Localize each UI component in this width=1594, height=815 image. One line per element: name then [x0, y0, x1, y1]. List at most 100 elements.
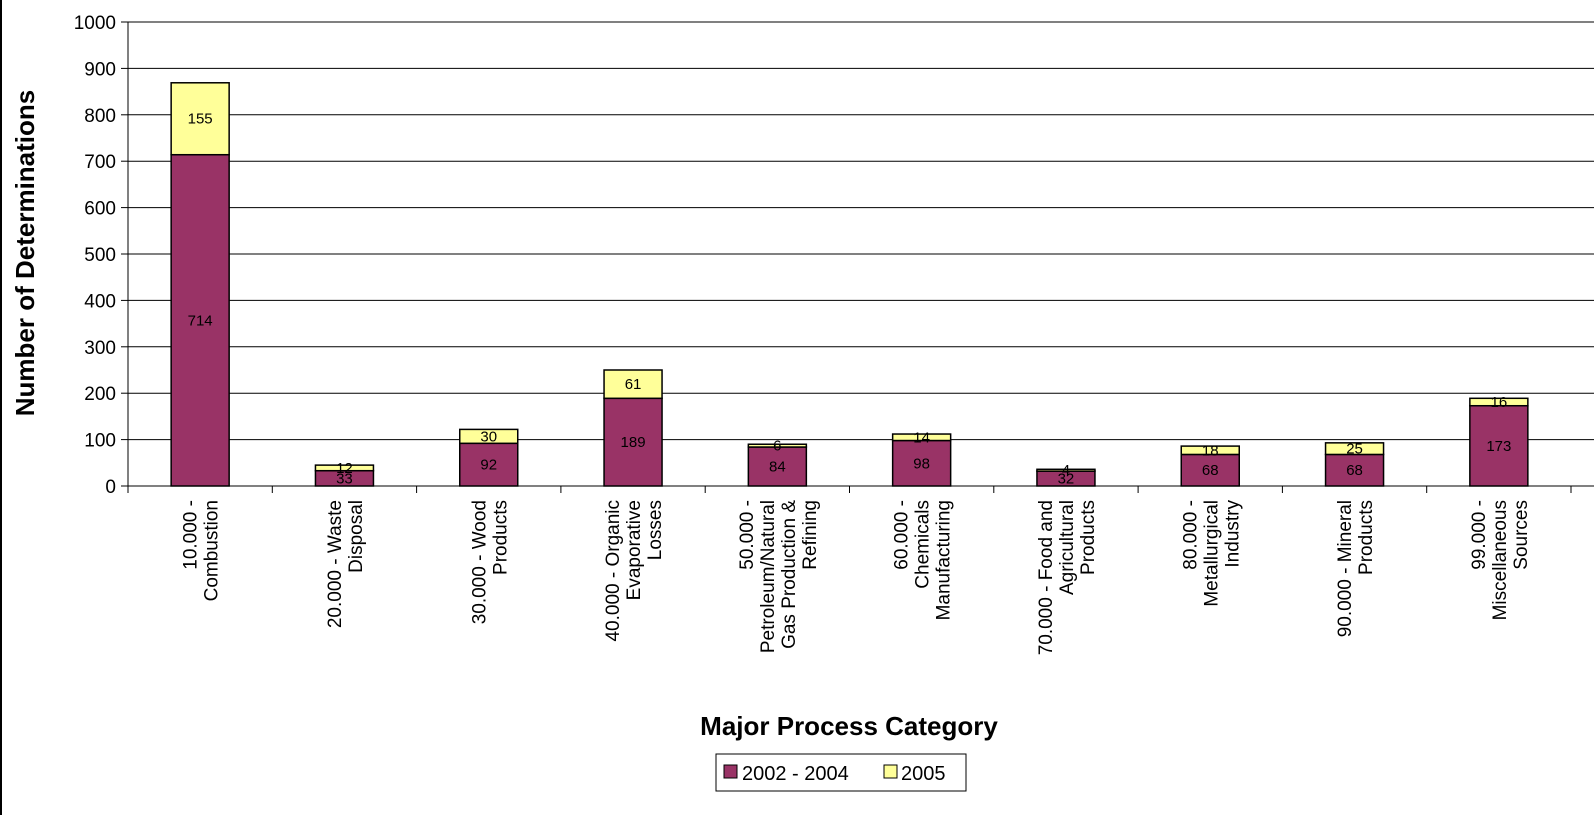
category-label: 60.000 - Chemicals Manufacturing	[892, 500, 955, 620]
y-tick-label: 800	[84, 106, 116, 127]
data-label: 32	[1058, 471, 1075, 488]
category-label-line: 90.000 - Mineral	[1335, 500, 1356, 637]
y-tick-label: 600	[84, 199, 116, 220]
category-label-line: 80.000 -	[1180, 500, 1201, 570]
bar-segment	[603, 369, 663, 400]
legend-swatch-2002-2004	[723, 764, 738, 779]
legend-box	[715, 753, 967, 792]
data-label: 25	[1346, 441, 1363, 458]
bar-segment	[1324, 453, 1385, 487]
bar-segment	[1180, 445, 1240, 456]
y-tick-label: 300	[84, 338, 116, 359]
y-tick-label: 500	[84, 245, 116, 266]
data-label: 98	[913, 455, 930, 472]
category-label-line: 40.000 - Organic	[603, 500, 624, 642]
data-label: 92	[480, 457, 497, 474]
bar-segment	[1180, 453, 1240, 487]
data-label: 4	[1062, 462, 1070, 479]
category-label-line: Petroleum/Natural	[758, 500, 779, 653]
data-label: 68	[1202, 462, 1219, 479]
category-label-line: 10.000 -	[181, 500, 202, 570]
category-label: 40.000 - Organic Evaporative Losses	[603, 500, 666, 642]
category-label-line: Industry	[1222, 500, 1243, 568]
category-label-line: 50.000 -	[737, 500, 758, 570]
bars	[170, 82, 1529, 487]
category-label-line: Combustion	[202, 500, 223, 601]
category-label: 10.000 - Combustion	[181, 500, 223, 601]
category-label: 70.000 - Food and Agricultural Products	[1036, 500, 1099, 655]
data-label: 155	[188, 111, 213, 128]
legend-label-2002-2004: 2002 - 2004	[742, 763, 849, 785]
category-label-line: Gas Production &	[779, 500, 800, 649]
category-labels: 10.000 - Combustion 20.000 - Waste Disposal…	[181, 500, 1532, 656]
y-tick-label: 400	[84, 291, 116, 312]
bar-segment	[170, 82, 230, 156]
y-tick-label: 1000	[74, 13, 116, 34]
bar-segment	[1469, 404, 1529, 487]
category-label-line: Manufacturing	[934, 500, 955, 620]
category-label-line: Refining	[800, 500, 821, 570]
data-label: 33	[336, 470, 353, 487]
y-tick-label: 700	[84, 152, 116, 173]
category-label: 30.000 - Wood Products	[469, 500, 511, 624]
category-label: 99.000 - Miscellaneous Sources	[1469, 500, 1532, 620]
category-label-line: Evaporative	[624, 500, 645, 600]
category-label-line: Products	[490, 500, 511, 575]
data-label: 68	[1346, 462, 1363, 479]
y-tick-label: 100	[84, 431, 116, 452]
data-label: 6	[773, 438, 781, 455]
bar-segment	[170, 153, 230, 487]
data-label: 714	[188, 312, 213, 329]
y-tick-label: 900	[84, 59, 116, 80]
category-label: 50.000 - Petroleum/Natural Gas Production …	[737, 500, 821, 653]
y-tick-label: 0	[105, 477, 116, 498]
bar-segment	[459, 442, 519, 487]
category-label-line: Products	[1078, 500, 1099, 575]
bar-segment	[747, 443, 808, 448]
data-label: 16	[1491, 394, 1508, 411]
data-label: 61	[625, 376, 642, 393]
x-axis-title: Major Process Category	[700, 711, 998, 741]
category-label-line: Sources	[1511, 500, 1532, 570]
bar-segment	[1324, 442, 1385, 456]
bar-segment	[603, 397, 663, 487]
legend-label-2005: 2005	[901, 763, 946, 785]
bar-segment	[1469, 397, 1529, 407]
category-label-line: Chemicals	[913, 500, 934, 589]
legend: 2002 - 2004 2005	[715, 753, 967, 792]
category-label-line: Disposal	[346, 500, 367, 573]
y-axis-title: Number of Determinations	[10, 90, 40, 417]
category-label-line: Products	[1356, 500, 1377, 575]
category-label-line: Losses	[645, 500, 666, 560]
category-label: 80.000 - Metallurgical Industry	[1180, 500, 1243, 607]
category-label: 20.000 - Waste Disposal	[325, 500, 367, 628]
data-label: 18	[1202, 442, 1219, 459]
bar-segment	[314, 464, 375, 472]
category-label-line: Miscellaneous	[1490, 500, 1511, 620]
data-label: 173	[1486, 438, 1511, 455]
legend-swatch-2005	[883, 764, 898, 779]
y-tick-label: 200	[84, 384, 116, 405]
category-label-line: 60.000 -	[892, 500, 913, 570]
data-label: 14	[913, 429, 930, 446]
data-label: 12	[336, 460, 353, 477]
bar-segment	[891, 433, 952, 442]
category-label-line: 30.000 - Wood	[469, 500, 490, 624]
data-label: 189	[621, 434, 646, 451]
category-label-line: 99.000 -	[1469, 500, 1490, 570]
category-label-line: 70.000 - Food and	[1036, 500, 1057, 655]
data-label: 84	[769, 459, 786, 476]
category-label: 90.000 - Mineral Products	[1335, 500, 1377, 637]
data-label: 30	[480, 428, 497, 445]
bar-segment	[1036, 468, 1096, 472]
bar-segment	[747, 446, 808, 487]
bar-segment	[459, 428, 519, 445]
category-label-line: Agricultural	[1057, 500, 1078, 595]
category-label-line: Metallurgical	[1201, 500, 1222, 607]
gridlines	[128, 21, 1594, 441]
bar-segment	[891, 439, 952, 487]
category-label-line: 20.000 - Waste	[325, 500, 346, 628]
